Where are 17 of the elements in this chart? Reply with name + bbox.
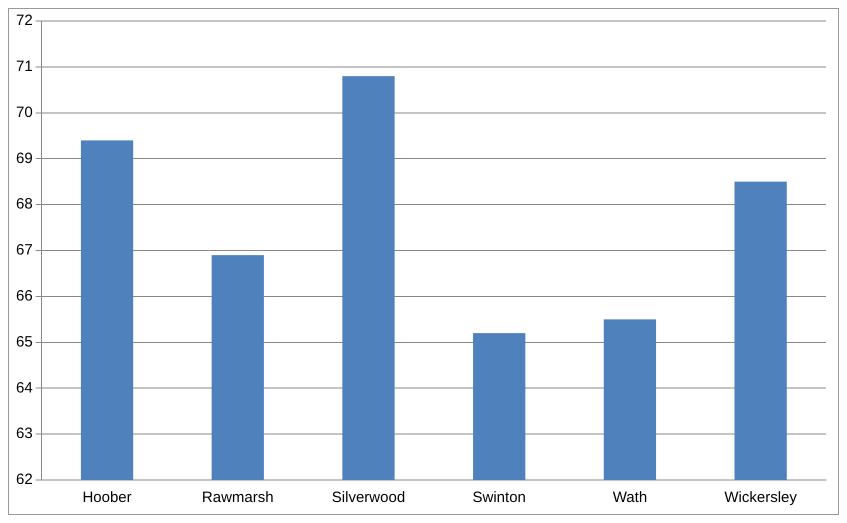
y-tick-label: 65 — [16, 333, 33, 350]
y-tick-label: 66 — [16, 288, 33, 305]
x-tick-label: Wath — [612, 489, 648, 506]
y-tick-label: 71 — [16, 58, 33, 76]
y-tick-label: 67 — [16, 242, 33, 259]
y-tick-label: 70 — [16, 104, 33, 121]
y-tick-label: 64 — [16, 379, 33, 396]
y-tick-label: 69 — [16, 150, 33, 167]
x-tick-label: Swinton — [472, 489, 526, 506]
y-tick-label: 68 — [16, 196, 33, 213]
x-tick-label: Silverwood — [332, 489, 406, 506]
x-tick-label: Hoober — [82, 489, 132, 506]
y-tick-label: 63 — [16, 425, 33, 442]
y-tick-label: 72 — [16, 12, 33, 30]
x-tick-label: Rawmarsh — [202, 489, 274, 506]
x-tick-label: Wickersley — [724, 489, 798, 506]
y-tick-label: 62 — [16, 471, 33, 488]
